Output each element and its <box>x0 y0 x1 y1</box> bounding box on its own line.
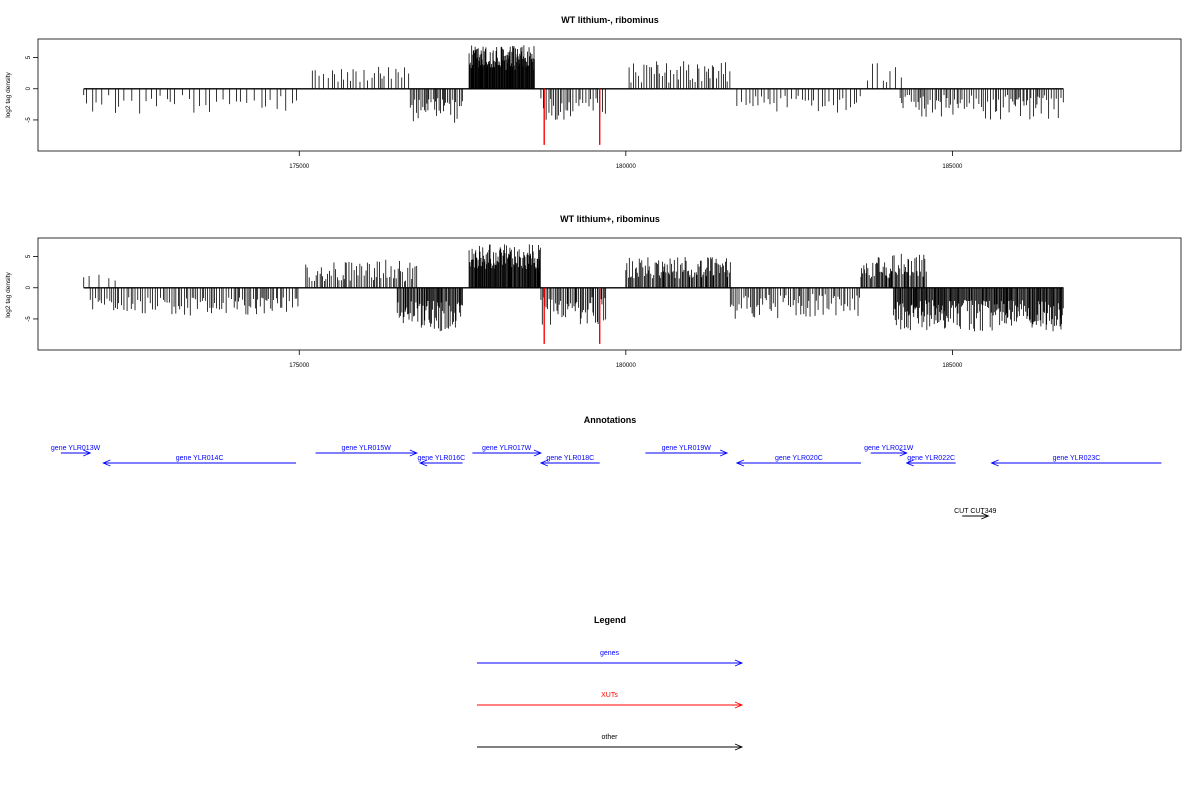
coverage-panel-lithium-minus: WT lithium-, ribominus log2 tag density … <box>5 15 1182 170</box>
x-tick-label: 185000 <box>942 363 963 369</box>
feature-arrow: gene YLR022C <box>905 455 956 467</box>
legend-title: Legend <box>594 615 626 625</box>
feature-label: gene YLR021W <box>864 445 914 452</box>
feature-arrow: gene YLR015W <box>315 445 418 457</box>
y-axis-label: log2 tag density <box>5 271 12 317</box>
feature-label: gene YLR019W <box>662 445 712 452</box>
plot-frame <box>37 237 1182 351</box>
panel-title: WT lithium-, ribominus <box>561 15 659 25</box>
x-tick-label: 175000 <box>289 164 310 170</box>
plot-frame <box>37 38 1182 152</box>
feature-arrow: gene YLR023C <box>990 455 1162 467</box>
legend-label: XUTs <box>601 692 618 699</box>
feature-label: gene YLR023C <box>1053 455 1101 462</box>
feature-arrow: gene YLR020C <box>735 455 861 467</box>
feature-arrow: gene YLR021W <box>864 445 914 457</box>
feature-label: gene YLR015W <box>342 445 392 452</box>
coverage-bars <box>83 45 1064 145</box>
legend-panel: Legend genes XUTs other <box>477 615 744 751</box>
x-tick-label: 180000 <box>616 363 637 369</box>
legend-entry: genes <box>477 650 744 667</box>
feature-arrow: gene YLR014C <box>102 455 296 467</box>
x-tick-label: 180000 <box>616 164 637 170</box>
feature-arrow: gene YLR016C <box>417 455 465 467</box>
feature-label: gene YLR020C <box>775 455 823 462</box>
annotations-title: Annotations <box>584 415 637 425</box>
y-tick-label: 5 <box>26 254 32 258</box>
panel-title: WT lithium+, ribominus <box>560 214 660 224</box>
y-tick-label: -5 <box>26 316 32 322</box>
feature-label: gene YLR017W <box>482 445 532 452</box>
y-tick-label: 0 <box>26 285 32 289</box>
y-tick-label: 0 <box>26 86 32 90</box>
x-tick-label: 175000 <box>289 363 310 369</box>
legend-entry: other <box>477 734 744 751</box>
feature-label: gene YLR016C <box>417 455 465 462</box>
feature-arrow: gene YLR018C <box>539 455 600 467</box>
axes: 175000 180000 185000 -5 0 5 <box>26 55 963 170</box>
coverage-bars <box>83 244 1064 344</box>
feature-arrow: gene YLR019W <box>645 445 729 457</box>
feature-arrows: gene YLR013W gene YLR014C gene YLR015W gene… <box>51 445 1162 520</box>
legend-label: genes <box>600 650 620 657</box>
feature-arrow: CUT CUT349 <box>954 508 996 520</box>
feature-label: CUT CUT349 <box>954 508 996 515</box>
coverage-panel-lithium-plus: WT lithium+, ribominus log2 tag density … <box>5 214 1182 369</box>
legend-entries: genes XUTs other <box>477 650 744 751</box>
y-tick-label: -5 <box>26 117 32 123</box>
feature-label: gene YLR014C <box>176 455 224 462</box>
feature-label: gene YLR022C <box>907 455 955 462</box>
feature-label: gene YLR013W <box>51 445 101 452</box>
legend-entry: XUTs <box>477 692 744 709</box>
feature-arrow: gene YLR017W <box>472 445 543 457</box>
feature-arrow: gene YLR013W <box>51 445 101 457</box>
axes: 175000 180000 185000 -5 0 5 <box>26 254 963 369</box>
feature-label: gene YLR018C <box>546 455 594 462</box>
y-tick-label: 5 <box>26 55 32 59</box>
legend-label: other <box>602 734 619 741</box>
y-axis-label: log2 tag density <box>5 71 12 117</box>
x-tick-label: 185000 <box>942 164 963 170</box>
